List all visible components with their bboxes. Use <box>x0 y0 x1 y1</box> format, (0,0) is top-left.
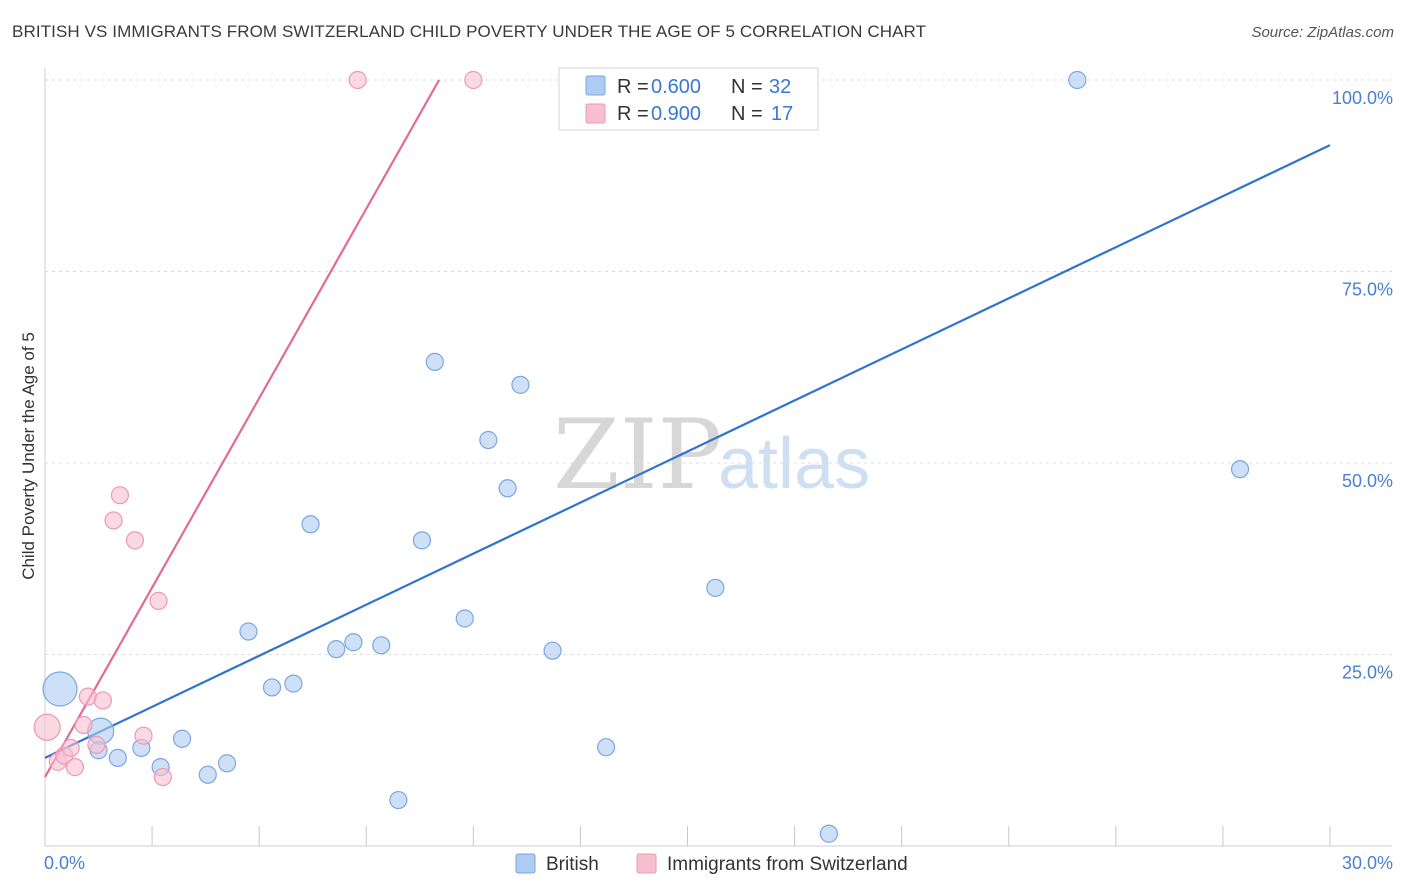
y-tick-label: 75.0% <box>1342 280 1393 300</box>
point-british <box>108 748 127 768</box>
point-british <box>479 430 498 450</box>
trend-line-swiss <box>44 79 441 778</box>
point-british <box>301 515 320 534</box>
y-axis-label: Child Poverty Under the Age of 5 <box>19 332 38 580</box>
y-tick-label: 25.0% <box>1342 663 1393 683</box>
point-british <box>706 578 725 597</box>
legend-r-value-swiss: 0.900 <box>651 103 701 125</box>
point-british <box>511 375 530 394</box>
point-swiss <box>464 70 483 90</box>
x-tick-label-max: 30.0% <box>1342 853 1393 873</box>
x-ticks <box>44 826 1331 846</box>
legend-swatch-british <box>585 75 606 96</box>
point-british <box>819 824 838 843</box>
legend-swatch-swiss <box>585 103 606 124</box>
watermark-zip: ZIP <box>553 399 722 511</box>
point-british <box>239 622 258 641</box>
chart-title: BRITISH VS IMMIGRANTS FROM SWITZERLAND C… <box>12 22 927 41</box>
point-british <box>425 352 444 371</box>
trend-lines <box>44 79 1331 778</box>
point-swiss <box>125 531 145 550</box>
point-british <box>1230 460 1250 479</box>
point-british <box>172 729 192 748</box>
point-british <box>344 633 363 652</box>
point-british <box>498 479 517 498</box>
bottom-legend-label-swiss: Immigrants from Switzerland <box>667 854 908 875</box>
legend-r-label-british: R = <box>617 76 649 98</box>
point-swiss <box>134 726 153 745</box>
legend-n-label-british: N = <box>731 76 763 98</box>
bottom-legend-label-british: British <box>546 854 599 875</box>
legend-r-label-swiss: R = <box>617 103 649 125</box>
point-swiss <box>149 591 168 610</box>
bottom-legend-swatch-swiss <box>636 853 657 874</box>
series-legend: British Immigrants from Switzerland <box>515 853 908 875</box>
point-british <box>327 640 346 659</box>
point-british <box>42 671 78 707</box>
point-swiss <box>61 738 80 758</box>
point-british <box>217 754 237 773</box>
point-swiss <box>87 735 106 754</box>
trend-line-british <box>44 144 1331 759</box>
point-british <box>412 531 432 550</box>
stats-legend: R = 0.600 N = 32 R = 0.900 N = 17 <box>558 67 819 131</box>
grid-lines <box>45 79 1392 655</box>
legend-n-value-british: 32 <box>769 76 791 98</box>
x-tick-label-min: 0.0% <box>44 853 85 873</box>
legend-n-value-swiss: 17 <box>771 103 793 125</box>
point-swiss <box>153 767 172 787</box>
y-tick-labels: 25.0% 50.0% 75.0% 100.0% <box>1332 88 1393 683</box>
legend-r-value-british: 0.600 <box>651 76 701 98</box>
point-british <box>372 636 391 655</box>
point-british <box>597 738 616 757</box>
point-british <box>262 678 282 697</box>
y-tick-label: 50.0% <box>1342 471 1393 491</box>
point-british <box>198 765 217 784</box>
legend-n-label-swiss: N = <box>731 103 763 125</box>
point-swiss <box>78 687 97 706</box>
point-swiss <box>65 758 85 777</box>
bottom-legend-swatch-british <box>515 853 536 874</box>
point-swiss <box>348 70 367 90</box>
point-british <box>543 641 562 660</box>
point-swiss <box>74 715 93 735</box>
point-swiss <box>93 691 112 710</box>
point-swiss <box>104 511 123 530</box>
y-tick-label: 100.0% <box>1332 88 1393 108</box>
point-swiss <box>110 486 130 505</box>
point-british <box>389 790 408 810</box>
source-credit: Source: ZipAtlas.com <box>1251 24 1394 41</box>
point-british <box>284 674 303 693</box>
watermark-atlas: atlas <box>718 424 870 504</box>
point-british <box>1068 70 1087 90</box>
point-british <box>455 609 474 628</box>
point-swiss <box>33 713 61 741</box>
